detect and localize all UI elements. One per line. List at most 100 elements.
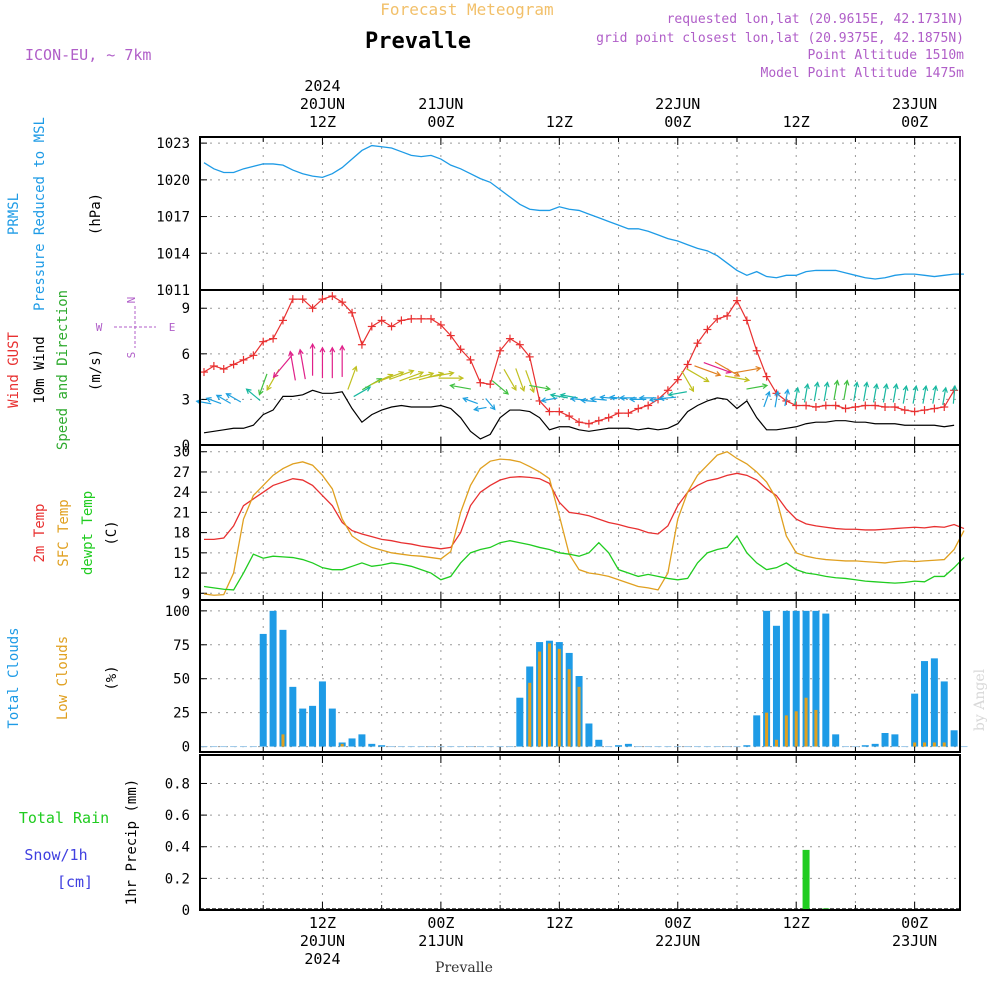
- bottom-time-label: 21JUN: [418, 932, 463, 950]
- total-cloud-bar: [881, 733, 889, 747]
- wind-arrow-head: [922, 384, 929, 392]
- total-cloud-bar: [615, 745, 623, 747]
- total-cloud-bar: [457, 746, 465, 748]
- wind-arrow: [299, 349, 306, 380]
- low-cloud-bar: [528, 682, 532, 747]
- total-cloud-bar: [723, 746, 731, 748]
- pressure-frame: [199, 136, 961, 291]
- wind-arrow: [952, 385, 956, 404]
- wind-arrow: [428, 372, 454, 378]
- bottom-time-label: 12Z: [783, 914, 810, 932]
- y-tick-label: 9: [182, 301, 190, 317]
- wind-line: [203, 389, 955, 440]
- total-cloud-bar: [792, 610, 800, 747]
- wind-arrow-head: [589, 396, 596, 402]
- top-time-label: 12Z: [783, 113, 810, 131]
- wind-arrow-head: [417, 370, 425, 377]
- wind-arrow-head: [519, 385, 526, 393]
- wind-arrow: [694, 365, 721, 376]
- wind-arrow-head: [225, 393, 232, 399]
- y-axis-label: Total Rain: [19, 809, 109, 827]
- wind-arrow-head: [511, 384, 517, 392]
- total-cloud-bar: [368, 743, 376, 747]
- wind-arrow: [892, 384, 898, 403]
- wind-arrow: [571, 398, 588, 401]
- wind-arrow: [872, 384, 878, 403]
- wind-arrow-head: [245, 388, 252, 395]
- wind-arrow-head: [448, 370, 455, 377]
- y-axis-label: (hPa): [88, 193, 104, 235]
- y-tick-label: 0.6: [165, 808, 190, 824]
- y-tick-label: 9: [182, 586, 190, 602]
- wind-arrow-head: [951, 384, 958, 391]
- wind-arrow: [525, 370, 535, 393]
- wind-arrow: [703, 362, 731, 373]
- y-tick-label: 1014: [156, 246, 190, 262]
- wind-panel: 0 3 6 9 Wind GUST 10m Wind Speed and Direction…: [6, 289, 961, 454]
- temperature-frame: [199, 444, 961, 601]
- low-cloud-bar: [577, 686, 581, 747]
- low-cloud-bar: [794, 711, 798, 747]
- total-cloud-bar: [476, 746, 484, 748]
- precip-frame: [199, 754, 961, 911]
- wind-arrow: [763, 391, 770, 408]
- location-title: Prevalle: [365, 29, 471, 54]
- y-tick-label: 1023: [156, 136, 190, 152]
- total-cloud-bar: [397, 746, 405, 748]
- wind-arrow-head: [503, 389, 510, 395]
- wind-arrow: [529, 384, 550, 390]
- low-cloud-bar: [765, 712, 769, 747]
- total-cloud-bar: [348, 738, 356, 747]
- total-cloud-bar: [407, 746, 415, 748]
- total-cloud-bar: [328, 708, 336, 747]
- bottom-time-label: 12Z: [309, 914, 336, 932]
- total-cloud-bar: [772, 625, 780, 747]
- wind-arrow: [784, 389, 789, 407]
- y-tick-label: 1020: [156, 173, 190, 189]
- total-cloud-bar: [891, 734, 899, 747]
- y-tick-label: 27: [173, 465, 190, 481]
- y-axis-label: 10m Wind: [32, 336, 48, 403]
- low-cloud-bar: [804, 697, 808, 747]
- watermark: by Angel: [972, 668, 988, 731]
- wind-arrow-head: [339, 344, 346, 351]
- low-cloud-bar: [814, 709, 818, 747]
- wind-arrow: [541, 397, 558, 402]
- wind-arrow-head: [428, 371, 435, 378]
- y-tick-label: 0: [182, 903, 190, 919]
- total-cloud-bar: [388, 746, 396, 748]
- wind-arrow: [515, 368, 525, 392]
- total-cloud-bar: [694, 746, 701, 748]
- total-cloud-bar: [585, 723, 593, 747]
- wind-arrow: [353, 386, 371, 398]
- wind-arrow: [932, 385, 937, 404]
- wind-arrow: [600, 396, 617, 400]
- total-cloud-bar: [733, 746, 741, 748]
- wind-arrow-head: [853, 381, 860, 388]
- requested-coords: requested lon,lat (20.9615E, 42.1731N): [667, 12, 964, 27]
- y-tick-label: 6: [182, 347, 190, 363]
- y-axis-label: Wind GUST: [6, 332, 22, 408]
- total-cloud-bar: [259, 633, 267, 747]
- wind-arrow: [273, 354, 293, 378]
- y-tick-label: 0: [182, 438, 190, 454]
- precip-panel: 0 0.2 0.4 0.6 0.8 Total Rain Snow/1h [cm] 1hr Pr…: [19, 754, 961, 919]
- top-time-label: 12Z: [309, 113, 336, 131]
- bottom-time-label: 12Z: [546, 914, 573, 932]
- wind-arrow-head: [755, 365, 762, 372]
- wind-arrow: [485, 398, 496, 410]
- wind-arrow: [389, 370, 414, 381]
- wind-arrow-head: [883, 383, 889, 390]
- total-cloud-bar: [950, 730, 958, 747]
- wind-arrow: [794, 387, 799, 405]
- top-time-label: 23JUN: [892, 95, 937, 113]
- wind-arrow: [379, 371, 404, 382]
- low-cloud-bar: [942, 742, 946, 747]
- wind-arrow-head: [580, 397, 587, 404]
- y-tick-label: 0.8: [165, 776, 190, 792]
- wind-arrow-head: [715, 371, 722, 377]
- wind-arrow-head: [774, 390, 781, 397]
- low-cloud-bar: [557, 648, 561, 747]
